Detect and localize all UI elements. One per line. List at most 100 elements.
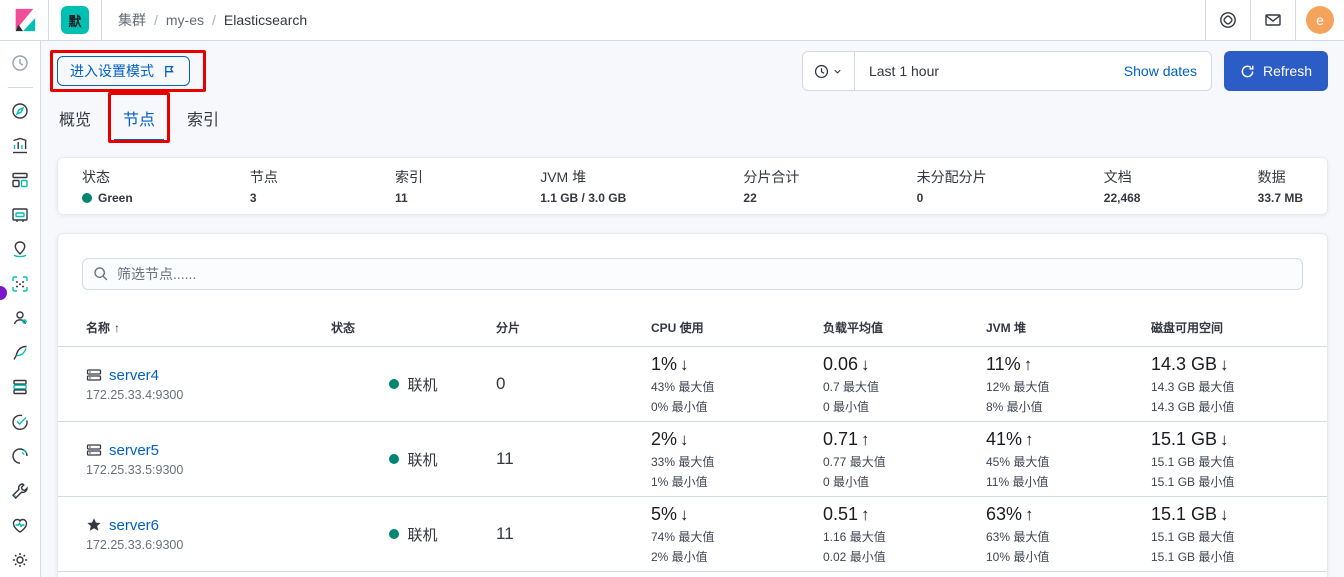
refresh-button[interactable]: Refresh (1223, 51, 1328, 91)
node-cpu-metric: 1% ↓ 43% 最大值 0% 最小值 (651, 353, 715, 414)
node-transport-address: 172.25.33.6:9300 (86, 537, 184, 552)
dashboard-icon[interactable] (0, 163, 41, 198)
node-cpu-metric: 5% ↓ 74% 最大值 2% 最小值 (651, 503, 715, 564)
nodes-table-panel: 名称↑ 状态 分片 CPU 使用 负载平均值 JVM 堆 磁盘可用空间 serv… (57, 233, 1328, 577)
table-row: server5 172.25.33.5:9300 联机 11 2% ↓ 33% 最… (58, 422, 1327, 497)
visualize-library-icon[interactable] (0, 336, 41, 371)
table-row: server6 172.25.33.6:9300 联机 11 5% ↓ 74% 最… (58, 497, 1327, 572)
machine-learning-icon[interactable] (0, 267, 41, 302)
column-header-shards[interactable]: 分片 (496, 321, 521, 335)
node-shards: 11 (496, 449, 514, 468)
breadcrumb-current-page: Elasticsearch (223, 12, 308, 28)
trend-down-icon: ↓ (1220, 354, 1229, 374)
trend-down-icon: ↓ (1220, 504, 1229, 524)
trend-down-icon: ↓ (1220, 429, 1229, 449)
trend-up-icon: ↑ (1025, 429, 1034, 449)
column-header-jvm[interactable]: JVM 堆 (986, 321, 1027, 335)
node-link[interactable]: server5 (109, 441, 160, 459)
refresh-icon (1241, 65, 1254, 77)
cluster-summary-bar: 状态 Green 节点 3 索引 11 JVM 堆 1.1 GB / 3.0 G… (57, 157, 1328, 215)
date-picker-quick-menu-button[interactable] (803, 52, 855, 90)
kibana-logo[interactable] (0, 7, 48, 33)
trend-down-icon: ↓ (680, 354, 689, 374)
tab-indices[interactable]: 索引 (187, 112, 220, 129)
stack-monitoring-icon[interactable] (0, 508, 41, 543)
maps-icon[interactable] (0, 232, 41, 267)
breadcrumb-cluster-name[interactable]: my-es (165, 12, 205, 28)
divider (1250, 0, 1251, 41)
trend-down-icon: ↓ (680, 504, 689, 524)
show-dates-link[interactable]: Show dates (1123, 63, 1197, 79)
node-load-metric: 0.71 ↑ 0.77 最大值 0 最小值 (823, 428, 886, 489)
master-star-icon (87, 518, 101, 531)
top-header-bar: 默 集群 / my-es / Elasticsearch e (0, 0, 1344, 41)
tab-nodes[interactable]: 节点 (108, 92, 171, 143)
refresh-label: Refresh (1262, 63, 1312, 79)
column-header-disk[interactable]: 磁盘可用空间 (1151, 321, 1224, 335)
super-date-picker: Last 1 hour Show dates (801, 51, 1212, 91)
node-link[interactable]: server6 (109, 516, 160, 534)
globe-icon[interactable] (1206, 0, 1250, 41)
node-transport-address: 172.25.33.4:9300 (86, 387, 184, 402)
enter-setup-mode-button[interactable]: 进入设置模式 (57, 56, 190, 86)
column-header-cpu[interactable]: CPU 使用 (651, 321, 704, 335)
column-header-load[interactable]: 负载平均值 (823, 321, 884, 335)
main-content: 进入设置模式 Last 1 hour Show dates (41, 41, 1344, 577)
node-status: 联机 (407, 526, 438, 544)
column-header-name[interactable]: 名称 ↑ (86, 321, 121, 335)
node-disk-metric: 15.1 GB ↓ 15.1 GB 最大值 15.1 GB 最小值 (1151, 503, 1235, 564)
breadcrumb-separator: / (154, 12, 158, 28)
trend-up-icon: ↑ (861, 429, 870, 449)
space-switcher-badge[interactable]: 默 (61, 6, 89, 34)
divider (101, 0, 102, 41)
tab-overview[interactable]: 概览 (59, 112, 92, 129)
graph-icon[interactable] (0, 301, 41, 336)
node-shards: 11 (496, 524, 514, 543)
summary-nodes: 节点 3 (249, 169, 278, 205)
filter-nodes-input[interactable] (82, 258, 1303, 290)
search-icon (92, 265, 109, 282)
apm-icon[interactable] (0, 439, 41, 474)
time-range-value[interactable]: Last 1 hour (868, 63, 940, 79)
node-load-metric: 0.51 ↑ 1.16 最大值 0.02 最小值 (823, 503, 886, 564)
flag-icon (165, 65, 174, 77)
canvas-icon[interactable] (0, 198, 41, 233)
active-tab-underline (114, 139, 165, 142)
node-link[interactable]: server4 (109, 366, 160, 384)
trend-up-icon: ↑ (861, 504, 870, 524)
column-header-status[interactable]: 状态 (331, 321, 356, 335)
stack-management-gear-icon[interactable] (0, 543, 41, 577)
dev-tools-wrench-icon[interactable] (0, 474, 41, 509)
page-toolbar: 进入设置模式 Last 1 hour Show dates (50, 50, 1328, 92)
user-avatar[interactable]: e (1306, 6, 1334, 34)
app-sidebar (0, 41, 41, 577)
summary-data-size: 数据 33.7 MB (1257, 169, 1303, 205)
online-status-dot (389, 529, 400, 539)
uptime-icon[interactable] (0, 405, 41, 440)
kibana-logo-icon (15, 8, 36, 32)
breadcrumb: 集群 / my-es / Elasticsearch (118, 10, 307, 30)
summary-total-shards: 分片合计 22 (743, 169, 800, 205)
setup-mode-label: 进入设置模式 (70, 63, 154, 79)
visualize-chart-icon[interactable] (0, 129, 41, 164)
chevron-down-icon (834, 69, 842, 74)
metrics-icon[interactable] (0, 370, 41, 405)
recently-viewed-icon[interactable] (0, 41, 41, 85)
storage-node-icon (86, 444, 102, 456)
breadcrumb-clusters[interactable]: 集群 (118, 12, 146, 28)
discover-compass-icon[interactable] (0, 94, 41, 129)
storage-node-icon (86, 369, 102, 381)
divider (48, 0, 49, 41)
monitoring-tabs: 概览 节点 索引 (57, 92, 1328, 143)
time-controls: Last 1 hour Show dates Refresh (801, 51, 1328, 91)
table-row: server4 172.25.33.4:9300 联机 0 1% ↓ 43% 最大… (58, 347, 1327, 422)
node-disk-metric: 14.3 GB ↓ 14.3 GB 最大值 14.3 GB 最小值 (1151, 353, 1235, 414)
notification-dot (0, 286, 7, 300)
online-status-dot (389, 454, 400, 464)
trend-down-icon: ↓ (861, 354, 870, 374)
node-jvm-metric: 41% ↑ 45% 最大值 11% 最小值 (986, 428, 1050, 489)
node-status: 联机 (407, 376, 438, 394)
mail-icon[interactable] (1251, 0, 1295, 41)
header-actions: e (1205, 0, 1344, 41)
health-green-dot (82, 193, 92, 203)
